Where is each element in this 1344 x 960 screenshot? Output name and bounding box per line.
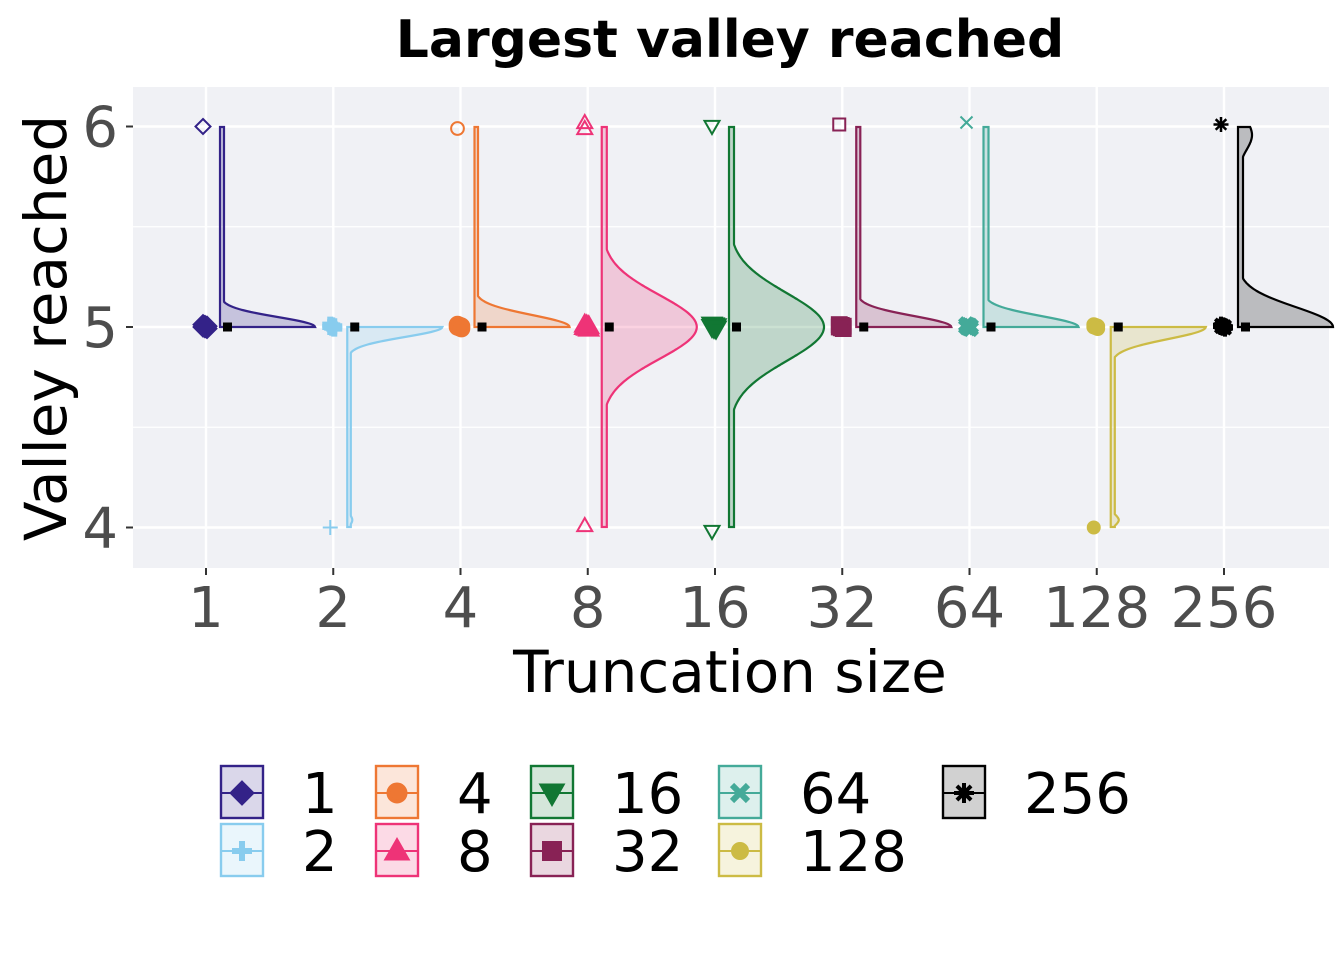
legend-label: 128	[800, 820, 907, 885]
legend-item: 64	[717, 762, 871, 827]
legend-item: 4	[374, 762, 493, 827]
violin-group	[448, 121, 571, 338]
data-point	[704, 320, 728, 341]
outlier-point	[702, 119, 722, 137]
legend-label: 32	[612, 820, 683, 885]
legend-marker	[232, 841, 252, 861]
legend-marker	[538, 783, 566, 808]
outlier-point	[1213, 116, 1229, 132]
data-point	[1217, 320, 1233, 337]
data-point	[834, 320, 852, 338]
y-tick-label: 6	[82, 96, 118, 161]
x-tick-label: 16	[679, 576, 750, 641]
legend-label: 8	[457, 820, 493, 885]
x-tick-label: 256	[1171, 576, 1278, 641]
legend-marker	[383, 836, 411, 861]
mean-marker	[223, 322, 232, 332]
outlier-point	[702, 524, 722, 542]
outlier-point	[450, 121, 465, 136]
x-tick-label: 128	[1043, 576, 1150, 641]
outlier-point	[322, 520, 338, 535]
legend-item: 8	[374, 820, 493, 885]
legend-label: 1	[302, 762, 338, 827]
legend-marker	[729, 782, 751, 804]
violin-half	[218, 125, 317, 329]
outlier-point	[1086, 520, 1101, 535]
violin-group	[322, 316, 445, 535]
x-axis-title: Truncation size	[512, 638, 947, 706]
violin-half	[473, 125, 571, 329]
y-axis: 4 5 6	[82, 96, 133, 562]
legend-label: 256	[1024, 762, 1131, 827]
x-tick-label: 32	[807, 576, 878, 641]
x-tick-label: 4	[443, 576, 479, 641]
y-axis-title: Valley reached	[12, 115, 80, 541]
violin-half	[855, 125, 953, 329]
legend-item: 256	[941, 762, 1131, 827]
outlier-point	[832, 117, 847, 132]
outlier-point	[959, 115, 974, 130]
mean-marker	[732, 322, 741, 332]
data-point	[196, 317, 218, 340]
chart-title: Largest valley reached	[396, 10, 1065, 70]
legend-label: 4	[457, 762, 493, 827]
mean-marker	[1113, 322, 1123, 332]
y-tick-label: 4	[82, 497, 118, 562]
x-tick-label: 2	[315, 576, 351, 641]
violin-group	[192, 117, 317, 340]
x-tick-label: 8	[570, 576, 606, 641]
violin-group	[1086, 317, 1208, 535]
x-tick-label: 1	[188, 576, 224, 641]
data-point	[961, 320, 980, 338]
violin-half	[346, 325, 445, 529]
legend-marker	[542, 841, 562, 861]
mean-marker	[477, 322, 487, 332]
mean-marker	[604, 322, 614, 332]
violin-half	[1236, 125, 1335, 329]
data-point	[577, 316, 601, 337]
legend-item: 128	[717, 820, 907, 885]
data-point	[452, 319, 471, 338]
legend-item: 1	[219, 762, 338, 827]
legend-marker	[229, 780, 255, 806]
legend-item: 32	[529, 820, 683, 885]
legend-item: 16	[529, 762, 683, 827]
legend-label: 64	[800, 762, 871, 827]
violin-group	[700, 119, 826, 542]
data-point	[1090, 321, 1106, 337]
x-axis: 1 2 4 8 16 32 64 128 256	[188, 568, 1277, 641]
outlier-point	[575, 112, 594, 130]
data-point	[326, 320, 343, 337]
violin-half	[727, 125, 826, 529]
legend-marker	[731, 842, 749, 860]
legend-item: 2	[219, 820, 338, 885]
violin-group	[957, 115, 1081, 338]
mean-marker	[859, 322, 869, 332]
legend-marker	[386, 782, 408, 804]
violin-half	[600, 125, 698, 529]
mean-marker	[1241, 322, 1250, 332]
legend-label: 16	[612, 762, 683, 827]
outlier-point	[575, 118, 594, 136]
x-tick-label: 64	[934, 576, 1005, 641]
violin-half	[1109, 325, 1208, 529]
violin-group	[573, 112, 698, 533]
mean-marker	[350, 322, 360, 332]
legend-label: 2	[302, 820, 338, 885]
violin-group	[1213, 116, 1335, 337]
mean-marker	[986, 322, 996, 332]
outlier-point	[194, 117, 212, 136]
outlier-point	[575, 515, 594, 533]
violin-group	[830, 117, 953, 338]
legend-marker	[954, 783, 974, 803]
violin-half	[982, 125, 1081, 329]
y-tick-label: 5	[82, 296, 118, 361]
violins	[192, 112, 1335, 542]
